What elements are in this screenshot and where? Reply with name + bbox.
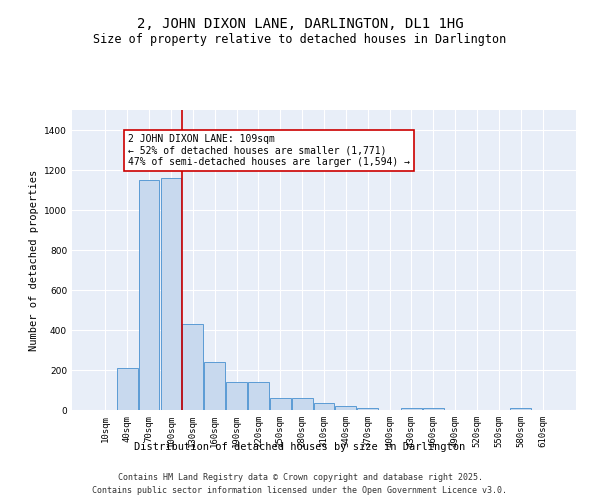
Text: 2 JOHN DIXON LANE: 109sqm
← 52% of detached houses are smaller (1,771)
47% of se: 2 JOHN DIXON LANE: 109sqm ← 52% of detac…	[128, 134, 410, 167]
Bar	[117, 368, 137, 410]
Bar	[248, 382, 269, 410]
Bar	[292, 398, 313, 410]
Bar	[182, 324, 203, 410]
Bar	[314, 403, 334, 410]
Bar	[335, 406, 356, 410]
Bar	[270, 398, 290, 410]
Bar	[358, 408, 378, 410]
Bar	[423, 408, 444, 410]
Bar	[161, 178, 181, 410]
Bar	[139, 180, 160, 410]
Bar	[226, 382, 247, 410]
Text: Distribution of detached houses by size in Darlington: Distribution of detached houses by size …	[134, 442, 466, 452]
Text: Size of property relative to detached houses in Darlington: Size of property relative to detached ho…	[94, 32, 506, 46]
Y-axis label: Number of detached properties: Number of detached properties	[29, 170, 38, 350]
Text: 2, JOHN DIXON LANE, DARLINGTON, DL1 1HG: 2, JOHN DIXON LANE, DARLINGTON, DL1 1HG	[137, 18, 463, 32]
Bar	[401, 408, 422, 410]
Bar	[511, 408, 531, 410]
Bar	[204, 362, 225, 410]
Text: Contains HM Land Registry data © Crown copyright and database right 2025.
Contai: Contains HM Land Registry data © Crown c…	[92, 474, 508, 495]
